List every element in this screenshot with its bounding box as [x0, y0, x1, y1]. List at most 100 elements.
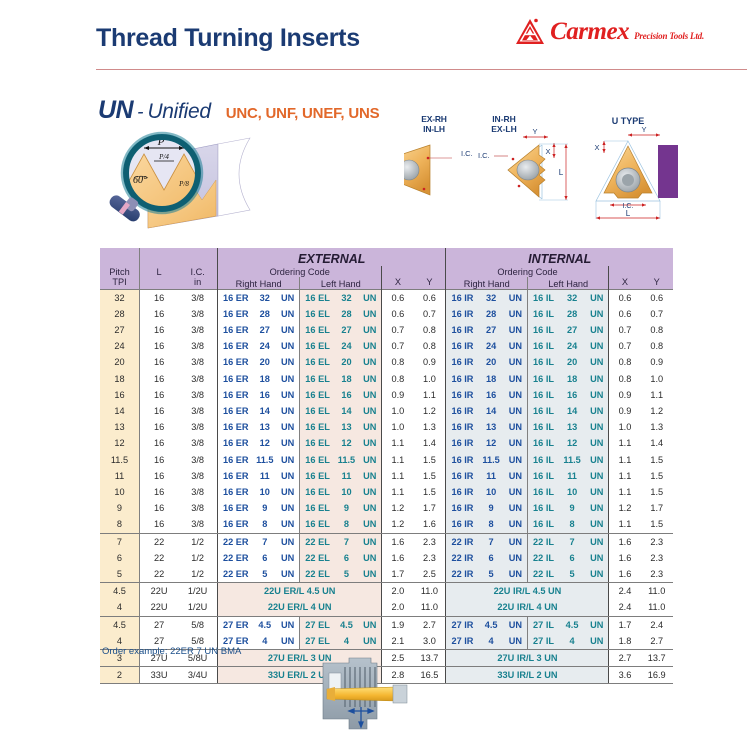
cell-l: 16	[138, 451, 179, 468]
cell-ext-left-hand-code: 16 EL 11 UN	[299, 467, 382, 484]
cell-int-y: 1.3	[640, 419, 673, 436]
cell-ic: 3/8	[178, 483, 218, 501]
svg-text:X: X	[545, 147, 550, 156]
cell-int-left-hand-code: 16 IL 24 UN	[527, 338, 609, 355]
cell-ext-left-hand-code: 16 EL 13 UN	[299, 419, 382, 436]
cell-int-right-hand-code: 22 IR 7 UN	[445, 533, 528, 550]
cell-int-x: 1.1	[608, 435, 641, 452]
table-head: Pitch TPI L I.C. in EXTERNAL INTERNAL Or…	[100, 248, 673, 289]
svg-text:L: L	[626, 209, 631, 218]
cell-ext-right-hand-code: 27 ER 4 UN	[216, 632, 300, 650]
cell-l: 22	[138, 565, 179, 584]
cell-ic: 3/8	[178, 321, 218, 339]
table-row: 18 16 3/8 16 ER 18 UN 16 EL 18 UN 0.8 1.0 16 IR 18 UN…	[100, 370, 673, 387]
header-ic-line2: in	[194, 276, 202, 287]
cell-ext-left-hand-code: 22 EL 6 UN	[299, 549, 382, 566]
cell-int-y: 0.8	[640, 321, 673, 339]
cell-l: 16	[138, 467, 179, 484]
cell-ext-x: 1.6	[381, 533, 414, 550]
cell-int-y: 1.5	[640, 516, 673, 534]
cell-ext-x: 1.9	[381, 616, 414, 633]
cell-ext-right-hand-code: 16 ER 32 UN	[216, 288, 300, 306]
cell-ext-left-hand-code: 16 EL 11.5 UN	[299, 451, 382, 468]
svg-text:U TYPE: U TYPE	[612, 116, 645, 126]
header-pitch-line1: Pitch	[109, 266, 130, 277]
cell-int-left-hand-code: 16 IL 28 UN	[527, 305, 609, 322]
cell-pitch: 13	[100, 419, 140, 436]
cell-ext-y: 11.0	[413, 599, 446, 617]
svg-text:P: P	[157, 136, 165, 148]
cell-int-right-hand-code: 16 IR 16 UN	[445, 386, 528, 403]
table-row: 11 16 3/8 16 ER 11 UN 16 EL 11 UN 1.1 1.5 16 IR 11 UN…	[100, 467, 673, 484]
cell-ext-y: 3.0	[413, 632, 446, 650]
cell-ic: 1/2	[178, 549, 218, 566]
cell-l: 16	[138, 386, 179, 403]
cell-int-left-hand-code: 16 IL 14 UN	[527, 402, 609, 420]
cell-ext-x: 1.1	[381, 451, 414, 468]
cell-ext-left-hand-code: 27 EL 4 UN	[299, 632, 382, 650]
cell-l: 16	[138, 435, 179, 452]
cell-int-y: 1.1	[640, 386, 673, 403]
cell-int-left-hand-code: 16 IL 8 UN	[527, 516, 609, 534]
cell-ic: 1/2U	[178, 582, 218, 600]
cell-ext-right-hand-code: 22 ER 6 UN	[216, 549, 300, 566]
cell-ext-left-hand-code: 16 EL 20 UN	[299, 354, 382, 371]
table-row: 4.5 22U 1/2U 22U ER/L 4.5 UN 2.0 11.0 22U IR/L…	[100, 582, 673, 600]
cell-ic: 3/8	[178, 386, 218, 403]
cell-int-y: 2.7	[640, 632, 673, 650]
page-header: Thread Turning Inserts Carmex Precision …	[96, 18, 747, 70]
cell-ext-x: 1.1	[381, 467, 414, 484]
cell-ext-x: 2.8	[381, 666, 414, 685]
subtitle-dash: -	[137, 102, 144, 123]
cell-l: 16	[138, 483, 179, 501]
cell-ext-y: 16.5	[413, 666, 446, 685]
cell-int-x: 0.9	[608, 386, 641, 403]
cell-ext-x: 0.8	[381, 370, 414, 387]
cell-ext-y: 1.4	[413, 435, 446, 452]
brand-name: Carmex	[550, 18, 630, 45]
cell-int-right-hand-code: 16 IR 11.5 UN	[445, 451, 528, 468]
cell-ext-left-hand-code: 16 EL 10 UN	[299, 483, 382, 501]
cell-ext-x: 0.8	[381, 354, 414, 371]
svg-text:Y: Y	[641, 125, 646, 134]
cell-pitch: 4.5	[100, 582, 140, 600]
cell-int-left-hand-code: 16 IL 13 UN	[527, 419, 609, 436]
cell-ext-left-hand-code: 22 EL 7 UN	[299, 533, 382, 550]
cell-l: 33U	[138, 666, 179, 685]
cell-ic: 3/8	[178, 435, 218, 452]
cell-l: 16	[138, 370, 179, 387]
cell-int-y: 13.7	[640, 649, 673, 668]
cell-ext-x: 2.5	[381, 649, 414, 668]
table-row: 14 16 3/8 16 ER 14 UN 16 EL 14 UN 1.0 1.2 16 IR 14 UN…	[100, 402, 673, 420]
cell-ext-right-hand-code: 27 ER 4.5 UN	[216, 616, 300, 633]
svg-text:EX-RH: EX-RH	[421, 114, 447, 124]
cell-ext-right-hand-code: 16 ER 11 UN	[216, 467, 300, 484]
cell-ext-x: 1.2	[381, 500, 414, 517]
cell-ext-x: 1.6	[381, 549, 414, 566]
cell-pitch: 7	[100, 533, 140, 550]
svg-text:EX-LH: EX-LH	[491, 124, 517, 134]
cell-ic: 5/8U	[178, 649, 218, 668]
cell-int-left-hand-code: 16 IL 20 UN	[527, 354, 609, 371]
table-header-hand-row: Right Hand Left Hand Right Hand Left Han…	[100, 277, 673, 289]
header-ext-ordering-code: Ordering Code	[216, 266, 382, 277]
magnifier-thread-profile-illustration: P P/4 60° P/8	[100, 128, 315, 240]
cell-int-y: 0.9	[640, 354, 673, 371]
cell-pitch: 14	[100, 402, 140, 420]
cell-ext-x: 0.9	[381, 386, 414, 403]
svg-text:I.C.: I.C.	[623, 203, 634, 210]
cell-int-code-span: 22U IR/L 4.5 UN	[445, 582, 609, 600]
cell-ext-left-hand-code: 22 EL 5 UN	[299, 565, 382, 584]
magnifier-handle	[109, 195, 140, 222]
header-int-x: X	[608, 266, 641, 289]
cell-ext-right-hand-code: 16 ER 8 UN	[216, 516, 300, 534]
cell-int-y: 2.3	[640, 549, 673, 566]
diagram-ex-rh-in-lh: EX-RH IN-LH I.C.	[393, 114, 473, 196]
cell-ic: 1/2	[178, 533, 218, 550]
header-pitch-line2: TPI	[112, 276, 127, 287]
header-int-left-hand: Left Hand	[527, 277, 609, 289]
cell-ic: 3/8	[178, 338, 218, 355]
cell-int-y: 2.4	[640, 616, 673, 633]
svg-text:I.C.: I.C.	[461, 149, 473, 158]
diagram-in-rh-ex-lh: IN-RH EX-LH I.C. Y X	[478, 114, 568, 201]
